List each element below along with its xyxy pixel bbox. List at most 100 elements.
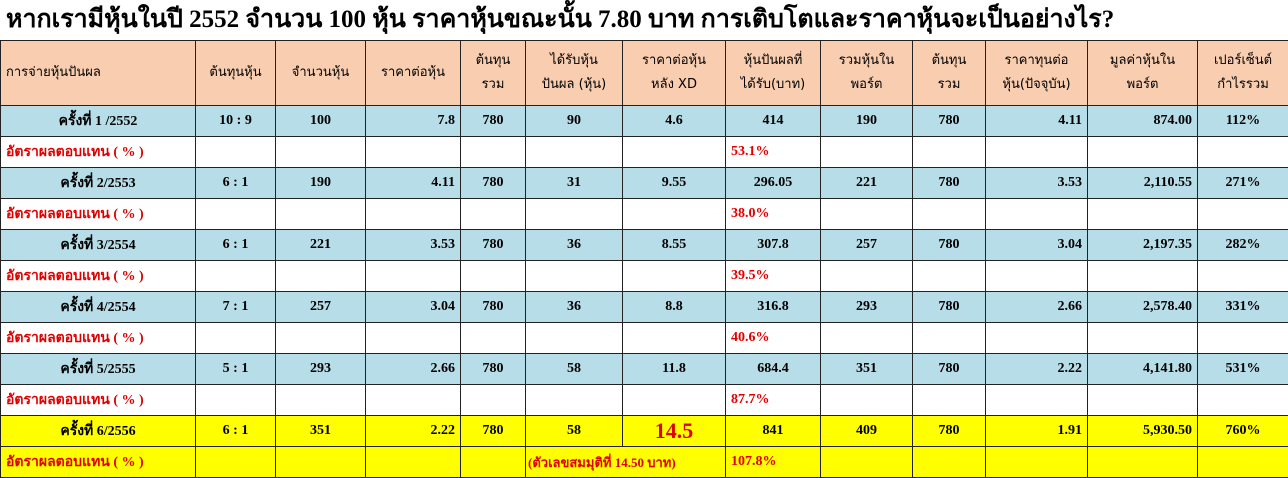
cell-text: 100: [310, 113, 331, 128]
cell: 780: [461, 354, 526, 385]
cell: [986, 385, 1088, 416]
header-text: ได้รับ(บาท): [741, 77, 805, 92]
cell: 6 : 1: [196, 416, 276, 447]
return-row: อัตราผลตอบแทน ( % ) 39.5%: [1, 261, 1288, 292]
cell-text: 8.55: [662, 237, 687, 252]
cell: [821, 137, 913, 168]
cell: [1088, 137, 1198, 168]
header-text: ต้นทุนหุ้น: [209, 65, 261, 80]
cell: 5,930.50: [1088, 416, 1198, 447]
return-row: อัตราผลตอบแทน ( % ) 38.0%: [1, 199, 1288, 230]
cell-text: 780: [939, 113, 960, 128]
cell: 58: [526, 354, 623, 385]
cell: [1198, 137, 1288, 168]
cell: 40.6%: [726, 323, 821, 354]
header-text: รวม: [938, 77, 961, 92]
cell: 780: [913, 168, 986, 199]
cell-text: 780: [939, 237, 960, 252]
cell: [986, 323, 1088, 354]
return-row: อัตราผลตอบแทน ( % )(ตัวเลขสมมุติที่ 14.5…: [1, 447, 1288, 478]
cell: [821, 199, 913, 230]
cell: ครั้งที่ 1 /2552: [1, 106, 196, 137]
cell: 2,110.55: [1088, 168, 1198, 199]
cell: [461, 261, 526, 292]
cell-text: 780: [483, 423, 504, 438]
cell: 9.55: [623, 168, 726, 199]
cell: 780: [913, 354, 986, 385]
cell: 3.04: [366, 292, 461, 323]
cell: [913, 199, 986, 230]
header-text: ต้นทุน: [476, 53, 511, 68]
cell: 8.8: [623, 292, 726, 323]
return-label: อัตราผลตอบแทน ( % ): [6, 207, 144, 222]
return-row: อัตราผลตอบแทน ( % )87.7%: [1, 385, 1288, 416]
cell: [276, 261, 366, 292]
return-value: 40.6%: [731, 330, 770, 345]
cell: [461, 447, 526, 478]
cell-text: 6 : 1: [223, 175, 249, 190]
cell-text: 9.55: [662, 175, 687, 190]
cell: 7 : 1: [196, 292, 276, 323]
cell: 53.1%: [726, 137, 821, 168]
return-label: อัตราผลตอบแทน ( % ): [6, 269, 144, 284]
header-cell: หุ้นปันผลที่ได้รับ(บาท): [726, 41, 821, 106]
cell: [196, 385, 276, 416]
cell: 39.5%: [726, 261, 821, 292]
cell-text: 58: [567, 361, 581, 376]
cell-text: 296.05: [754, 175, 793, 190]
cell-text: 3.04: [1058, 237, 1083, 252]
header-text: ได้รับหุ้น: [550, 53, 598, 68]
cell: [1088, 385, 1198, 416]
cell-text: ครั้งที่ 3/2554: [60, 238, 135, 253]
return-value: 107.8%: [731, 454, 777, 469]
cell: 257: [276, 292, 366, 323]
cell: 7.8: [366, 106, 461, 137]
header-text: หุ้น(ปัจจุบัน): [1002, 77, 1070, 92]
cell: [461, 199, 526, 230]
cell: 4.6: [623, 106, 726, 137]
cell: [366, 199, 461, 230]
cell-text: ครั้งที่ 1 /2552: [59, 114, 138, 129]
cell-text: 6 : 1: [223, 237, 249, 252]
cell: 2,197.35: [1088, 230, 1198, 261]
cell: [196, 137, 276, 168]
cell: 2.66: [986, 292, 1088, 323]
cell: 282%: [1198, 230, 1288, 261]
cell-text: 31: [567, 175, 581, 190]
header-cell: ราคาทุนต่อหุ้น(ปัจจุบัน): [986, 41, 1088, 106]
cell: [623, 137, 726, 168]
cell: [1198, 261, 1288, 292]
header-cell: จำนวนหุ้น: [276, 41, 366, 106]
return-value: 38.0%: [731, 206, 770, 221]
cell: ครั้งที่ 3/2554: [1, 230, 196, 261]
cell: [526, 199, 623, 230]
cell-text: ครั้งที่ 2/2553: [60, 176, 135, 191]
cell: อัตราผลตอบแทน ( % ): [1, 323, 196, 354]
cell: 780: [913, 292, 986, 323]
cell: 221: [276, 230, 366, 261]
cell: 293: [276, 354, 366, 385]
cell: 2.22: [366, 416, 461, 447]
cell: [366, 137, 461, 168]
cell-text: 2,197.35: [1143, 237, 1192, 252]
cell: 38.0%: [726, 199, 821, 230]
cell: 4.11: [366, 168, 461, 199]
cell-text: 8.8: [665, 299, 683, 314]
cell-text: 36: [567, 237, 581, 252]
cell: 190: [821, 106, 913, 137]
return-row: อัตราผลตอบแทน ( % ) 40.6%: [1, 323, 1288, 354]
header-cell: ได้รับหุ้นปันผล (หุ้น): [526, 41, 623, 106]
cell: 293: [821, 292, 913, 323]
header-text: ปันผล (หุ้น): [542, 77, 606, 92]
cell: [1088, 447, 1198, 478]
cell: [1088, 261, 1198, 292]
cell: [821, 261, 913, 292]
cell: 2.22: [986, 354, 1088, 385]
cell-text: 531%: [1226, 361, 1261, 376]
cell: 87.7%: [726, 385, 821, 416]
cell-text: 36: [567, 299, 581, 314]
note: (ตัวเลขสมมุติที่ 14.50 บาท): [528, 455, 676, 470]
